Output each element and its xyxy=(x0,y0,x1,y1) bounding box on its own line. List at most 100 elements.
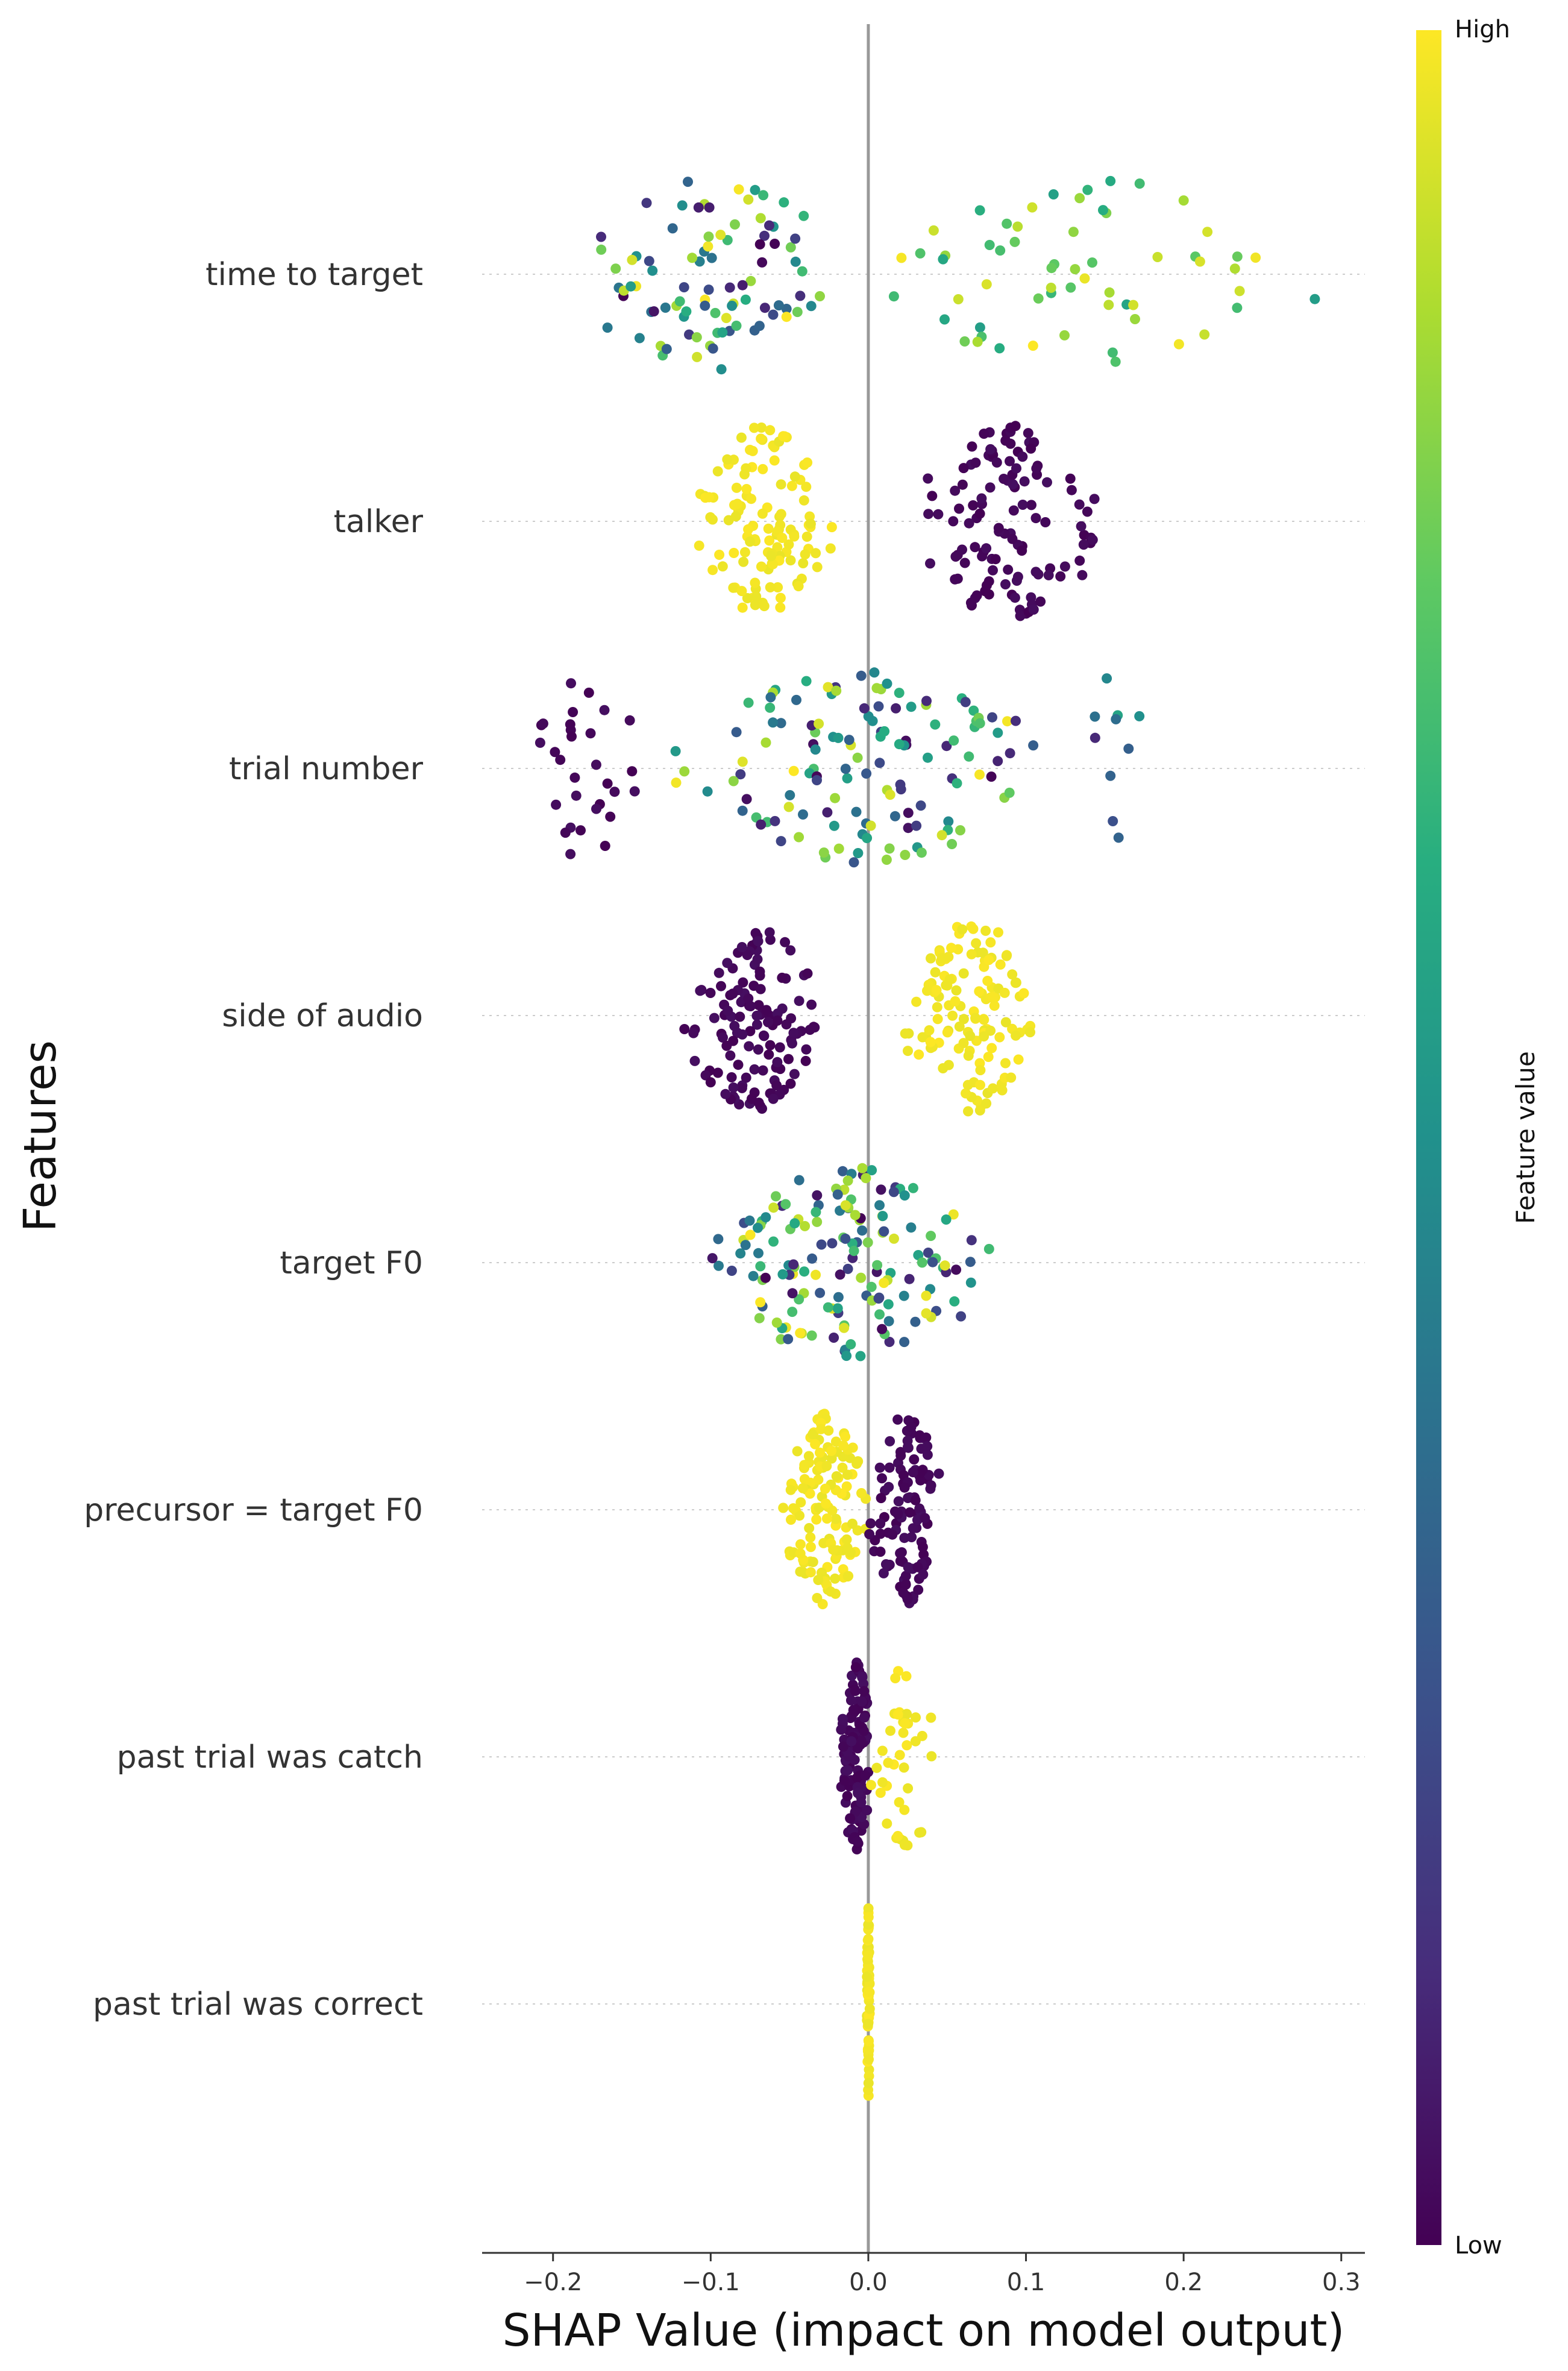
data-point xyxy=(566,678,576,689)
data-point xyxy=(749,422,759,433)
data-point xyxy=(813,1474,824,1485)
data-point xyxy=(863,1912,874,1923)
data-point xyxy=(850,1806,861,1817)
data-point xyxy=(851,1773,862,1783)
data-point xyxy=(1059,330,1070,341)
data-point xyxy=(959,557,970,568)
data-point xyxy=(1113,832,1124,843)
data-point xyxy=(894,688,905,699)
data-point xyxy=(716,364,727,375)
data-point xyxy=(1074,555,1085,566)
data-point xyxy=(974,205,985,216)
data-point xyxy=(910,1495,921,1506)
data-point xyxy=(844,735,855,746)
data-point xyxy=(851,806,862,817)
data-point xyxy=(745,1026,756,1037)
data-point xyxy=(771,1317,782,1328)
data-point xyxy=(736,1082,747,1093)
data-point xyxy=(760,1212,771,1223)
data-point xyxy=(1046,283,1056,293)
data-point xyxy=(993,927,1003,938)
data-point xyxy=(949,1296,960,1307)
data-point xyxy=(818,847,829,858)
data-point xyxy=(959,336,970,347)
data-point xyxy=(801,1044,812,1055)
data-point xyxy=(904,1273,915,1284)
data-point xyxy=(728,582,739,593)
data-point xyxy=(884,843,895,854)
data-point xyxy=(766,551,777,562)
data-point xyxy=(965,1277,976,1288)
data-point xyxy=(756,422,767,433)
data-point xyxy=(794,1510,805,1521)
data-point xyxy=(702,786,713,797)
data-point xyxy=(737,805,748,816)
data-point xyxy=(933,1468,944,1479)
x-tick-label: −0.2 xyxy=(524,2269,582,2296)
data-point xyxy=(974,322,985,333)
data-point xyxy=(902,1594,913,1604)
data-point xyxy=(741,794,752,805)
data-point xyxy=(895,779,906,790)
data-point xyxy=(954,1021,965,1032)
data-point xyxy=(930,719,941,730)
data-point xyxy=(1003,564,1014,575)
data-point xyxy=(1199,329,1210,340)
data-point xyxy=(775,602,786,613)
data-point xyxy=(874,758,885,768)
data-point xyxy=(806,301,817,312)
data-point xyxy=(845,1695,856,1706)
data-point xyxy=(743,194,754,205)
data-point xyxy=(922,1441,933,1452)
data-point xyxy=(910,1316,921,1327)
data-point xyxy=(745,1229,756,1240)
data-point xyxy=(884,1337,895,1347)
data-point xyxy=(679,1024,690,1034)
data-point xyxy=(954,503,964,514)
data-point xyxy=(839,1775,850,1786)
data-point xyxy=(757,257,768,268)
data-point xyxy=(770,815,780,826)
data-point xyxy=(977,551,988,562)
data-point xyxy=(908,1467,918,1478)
data-point xyxy=(1012,571,1023,582)
data-point xyxy=(821,1461,832,1471)
data-point xyxy=(988,1083,999,1094)
feature-labels: time to target talker trial number side of … xyxy=(84,257,423,2023)
data-point xyxy=(892,1709,903,1720)
data-point xyxy=(995,959,1006,970)
data-point xyxy=(806,1542,816,1553)
data-point xyxy=(707,1253,718,1264)
data-point xyxy=(749,1064,760,1075)
data-point xyxy=(812,1190,823,1201)
data-point xyxy=(826,1445,837,1456)
data-point xyxy=(575,825,586,836)
data-point xyxy=(785,555,796,566)
data-point xyxy=(671,777,682,788)
data-point xyxy=(566,731,577,742)
data-point xyxy=(859,1686,870,1697)
data-point xyxy=(999,987,1010,998)
data-point xyxy=(874,1462,885,1473)
data-point xyxy=(703,241,713,252)
data-point xyxy=(863,1919,874,1930)
data-point xyxy=(950,551,961,562)
colorbar-title: Feature value xyxy=(1511,1051,1540,1224)
data-point xyxy=(780,1199,791,1210)
data-point xyxy=(788,765,799,776)
data-point xyxy=(1033,569,1044,580)
data-point xyxy=(795,1566,806,1577)
data-point xyxy=(921,1432,932,1443)
data-point xyxy=(1035,596,1046,607)
data-point xyxy=(1025,1027,1035,1038)
data-point xyxy=(846,1736,857,1747)
data-point xyxy=(875,1518,886,1529)
data-point xyxy=(735,1248,746,1259)
data-point xyxy=(1011,977,1021,988)
data-point xyxy=(855,1351,866,1361)
data-point xyxy=(925,1037,936,1047)
data-point xyxy=(958,1038,969,1049)
data-point xyxy=(916,847,927,858)
data-point xyxy=(811,548,821,559)
